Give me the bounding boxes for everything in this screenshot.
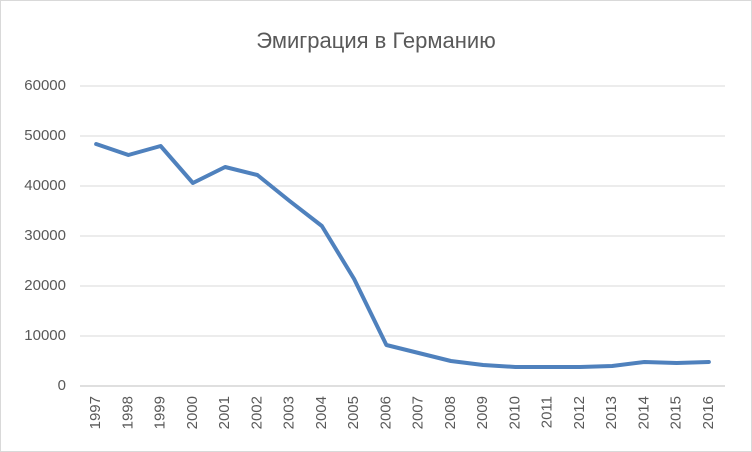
x-tick-label: 2008 (442, 396, 459, 429)
y-tick-label: 10000 (24, 327, 66, 344)
x-tick-label: 2011 (539, 396, 556, 428)
x-tick-label: 2004 (313, 396, 330, 429)
x-tick-label: 2005 (345, 396, 362, 429)
x-tick-label: 2013 (603, 396, 620, 429)
x-tick-label: 2003 (281, 396, 298, 429)
chart-title: Эмиграция в Германию (256, 28, 495, 53)
line (94, 142, 711, 369)
x-tick-label: 2012 (571, 396, 588, 429)
x-tick-label: 1998 (119, 396, 136, 429)
x-tick-label: 2009 (474, 396, 491, 429)
x-tick-label: 2016 (700, 396, 717, 429)
x-tick-label: 2007 (410, 396, 427, 429)
y-tick-label: 20000 (24, 277, 66, 294)
x-tick-label: 2001 (216, 396, 233, 429)
y-tick-label: 0 (58, 377, 66, 394)
y-tick-label: 40000 (24, 177, 66, 194)
x-tick-label: 1999 (152, 396, 169, 429)
y-tick-label: 30000 (24, 227, 66, 244)
x-tick-label: 2014 (635, 396, 652, 429)
x-tick-label: 1997 (87, 396, 104, 429)
x-tick-label: 2006 (377, 396, 394, 429)
x-tick-label: 2010 (506, 396, 523, 429)
y-tick-label: 60000 (24, 77, 66, 94)
x-tick-label: 2000 (184, 396, 201, 429)
x-tick-label: 2002 (248, 396, 265, 429)
x-tick-label: 2015 (668, 396, 685, 429)
y-tick-label: 50000 (24, 127, 66, 144)
